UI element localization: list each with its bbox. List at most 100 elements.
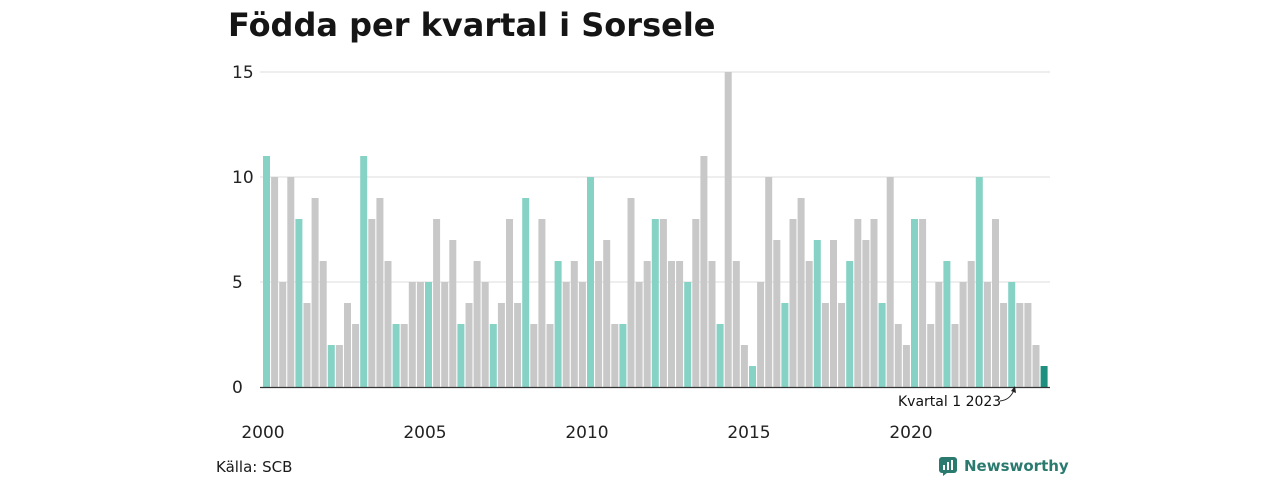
bar [692,219,700,387]
bar [319,261,327,387]
bar [465,303,473,387]
bar [813,240,821,387]
annotation-arrow [999,389,1015,402]
bar [951,324,959,387]
bar [967,261,975,387]
bar [894,324,902,387]
bar [481,282,489,387]
bar [441,282,449,387]
bar [708,261,716,387]
x-tick-label: 2005 [403,423,446,443]
bar [862,240,870,387]
bar [773,240,781,387]
bar [335,345,343,387]
bar [457,324,465,387]
bar [684,282,692,387]
bar [781,303,789,387]
bar [368,219,376,387]
bar [1024,303,1032,387]
bar [611,324,619,387]
bar [506,219,513,387]
bar [886,177,894,387]
bar [943,261,951,387]
bar [327,345,335,387]
bar [854,219,862,387]
bar [619,324,627,387]
bar [716,324,724,387]
bar [959,282,967,387]
bar [878,303,886,387]
y-tick-label: 10 [232,168,254,188]
bar [295,219,303,387]
bar [821,303,829,387]
bar [514,303,522,387]
x-tick-label: 2010 [565,423,608,443]
bar [983,282,991,387]
bar [603,240,611,387]
bar [303,303,311,387]
bar [392,324,400,387]
bar [376,198,384,387]
annotation: Kvartal 1 2023 [898,386,1016,410]
bar [676,261,684,387]
bar [846,261,854,387]
bar [578,282,586,387]
bar [425,282,432,387]
bar [449,240,457,387]
bar [384,261,392,387]
bar [927,324,935,387]
bar [757,282,765,387]
x-tick-label: 2020 [889,423,932,443]
bar [587,177,594,387]
bar [797,198,805,387]
bar [522,198,530,387]
bar [538,219,546,387]
bar [400,324,408,387]
bar [263,156,270,387]
chart-title: Födda per kvartal i Sorsele [228,6,716,44]
annotation-label: Kvartal 1 2023 [898,394,1001,410]
y-tick-label: 0 [232,378,243,398]
bar [789,219,797,387]
bar [311,198,319,387]
bar [724,72,732,387]
bar [279,282,287,387]
brand-logo: Newsworthy [938,456,1069,476]
bar [740,345,748,387]
bar [732,261,740,387]
y-axis-labels: 0 5 10 15 [232,63,254,398]
bar [489,324,497,387]
bar [271,177,279,387]
bar [360,156,368,387]
bar [1008,282,1016,387]
bar [546,324,554,387]
bar [408,282,416,387]
bar [765,177,773,387]
bar [497,303,505,387]
brand-name: Newsworthy [964,457,1069,475]
bar [1040,366,1048,387]
bar [595,261,603,387]
x-tick-label: 2000 [241,423,284,443]
bar [416,282,424,387]
newsworthy-logo-icon [939,457,957,476]
bar [1016,303,1024,387]
bar [659,219,667,387]
bar [935,282,943,387]
bar [344,303,351,387]
bar [749,366,756,387]
bar [919,219,927,387]
bar [700,156,708,387]
bar [530,324,538,387]
bar [643,261,651,387]
bar [830,240,837,387]
source-label: Källa: SCB [216,458,293,476]
x-tick-label: 2015 [727,423,770,443]
bar [911,219,918,387]
bar [651,219,659,387]
bar [902,345,910,387]
bar [635,282,643,387]
bar [352,324,360,387]
bar [992,219,999,387]
